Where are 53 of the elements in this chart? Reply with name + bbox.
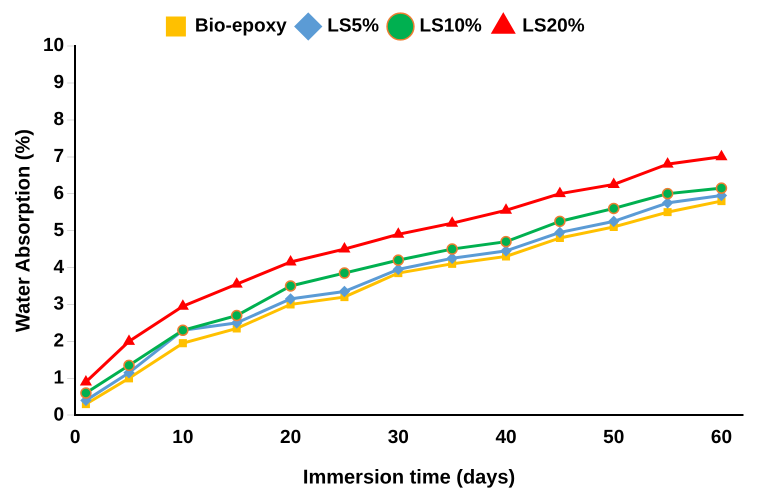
legend-label: LS5% (327, 16, 380, 37)
point (716, 182, 728, 194)
point (230, 310, 242, 322)
point (178, 339, 187, 348)
point (608, 216, 620, 227)
point (284, 280, 296, 292)
x-tick-label: 50 (603, 426, 624, 448)
point (662, 188, 674, 200)
point (338, 267, 350, 279)
y-tick-label: 3 (54, 294, 64, 315)
point (284, 255, 296, 266)
y-tick-label: 1 (54, 368, 65, 389)
point (446, 216, 458, 227)
y-axis-title: Water Absorption (%) (12, 129, 35, 332)
y-tick-label: 2 (54, 330, 64, 352)
point (285, 293, 296, 304)
point (500, 236, 512, 248)
x-tick-label: 30 (388, 426, 409, 448)
point (554, 226, 566, 238)
point (608, 202, 620, 214)
point (446, 243, 458, 255)
y-tick-label: 0 (54, 404, 64, 426)
y-tick-label: 9 (54, 72, 64, 94)
y-tick-label: 8 (54, 109, 64, 130)
point (231, 278, 242, 288)
x-tick-label: 0 (70, 426, 80, 448)
point (392, 228, 404, 238)
x-tick-label: 60 (710, 426, 732, 448)
legend-label: Bio-epoxy (194, 16, 288, 37)
point (80, 387, 92, 399)
point (662, 158, 674, 168)
legend-label: LS20% (522, 16, 585, 37)
point (608, 178, 620, 188)
y-tick-label: 10 (42, 35, 64, 56)
x-tick-label: 10 (172, 426, 194, 448)
y-tick-label: 7 (54, 146, 64, 167)
x-tick-label: 20 (280, 426, 302, 448)
point (392, 254, 404, 266)
point (123, 360, 135, 372)
point (716, 150, 728, 160)
point (554, 187, 566, 198)
y-tick-label: 4 (54, 256, 65, 278)
point (177, 300, 189, 310)
y-tick-label: 5 (54, 220, 65, 241)
x-axis-title: Immersion time (days) (302, 466, 516, 489)
point (664, 208, 672, 216)
point (338, 242, 350, 253)
legend-label: LS10% (419, 16, 482, 37)
y-tick-label: 6 (54, 182, 64, 204)
point (500, 204, 512, 214)
point (554, 216, 566, 228)
x-tick-label: 40 (495, 426, 517, 448)
point (338, 286, 350, 298)
